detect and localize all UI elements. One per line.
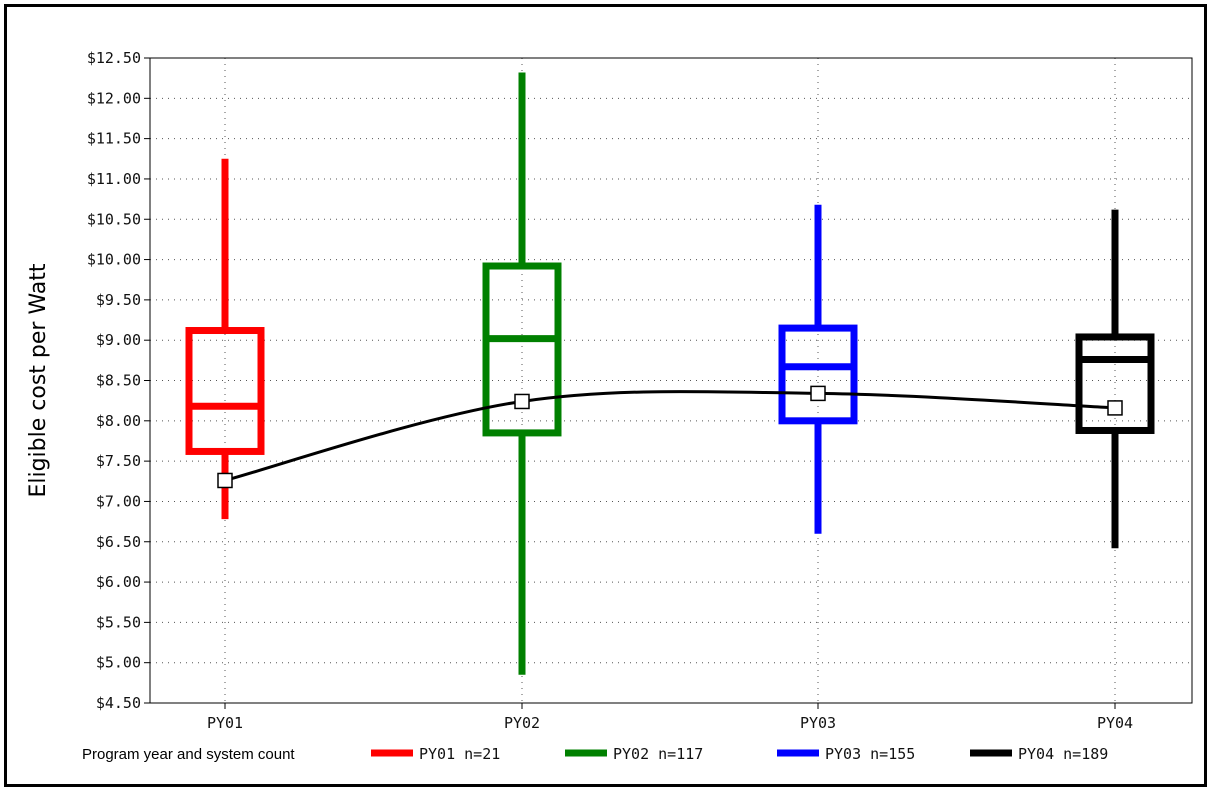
y-tick-label: $5.00 <box>96 654 141 672</box>
y-tick-label: $7.00 <box>96 492 141 510</box>
y-tick-label: $4.50 <box>96 694 141 712</box>
mean-line-group <box>217 385 1123 489</box>
grid-lines <box>150 57 1192 704</box>
box-plot-chart: $4.50 $5.00 $5.50 $6.00 $6.50 $7.00 $7.50 $8.00… <box>26 49 1193 763</box>
y-tick-label: $12.00 <box>87 89 141 107</box>
legend-label: PY04 n=189 <box>1018 745 1108 763</box>
mean-line <box>224 390 1116 482</box>
box-series <box>185 72 1155 675</box>
y-tick-label: $8.50 <box>96 372 141 390</box>
mean-marker <box>810 385 826 402</box>
box-py04 <box>1075 209 1155 549</box>
y-tick-label: $9.00 <box>96 331 141 349</box>
box-iqr <box>1075 333 1155 434</box>
x-tick-label: PY03 <box>800 714 836 732</box>
legend-title: Program year and system count <box>82 746 295 763</box>
x-axis-ticks: PY01 PY02 PY03 PY04 <box>207 703 1133 732</box>
box-iqr <box>185 327 265 455</box>
legend-label: PY03 n=155 <box>825 745 915 763</box>
box-iqr <box>482 262 562 437</box>
y-tick-label: $7.50 <box>96 452 141 470</box>
y-tick-label: $5.50 <box>96 613 141 631</box>
y-tick-label: $11.00 <box>87 170 141 188</box>
y-tick-label: $8.00 <box>96 412 141 430</box>
mean-marker <box>514 393 530 410</box>
y-tick-label: $9.50 <box>96 291 141 309</box>
chart-frame: $4.50 $5.00 $5.50 $6.00 $6.50 $7.00 $7.50 $8.00… <box>4 4 1207 787</box>
x-tick-label: PY04 <box>1097 714 1133 732</box>
x-tick-label: PY02 <box>504 714 540 732</box>
y-tick-label: $11.50 <box>87 130 141 148</box>
box-iqr <box>778 324 858 425</box>
x-tick-label: PY01 <box>207 714 243 732</box>
mean-marker <box>1107 400 1123 416</box>
legend-label: PY02 n=117 <box>613 745 703 763</box>
y-tick-label: $6.00 <box>96 573 141 591</box>
y-tick-label: $6.50 <box>96 533 141 551</box>
legend: Program year and system count PY01 n=21 P… <box>82 745 1108 763</box>
box-py02 <box>482 72 562 675</box>
y-tick-label: $10.00 <box>87 251 141 269</box>
box-py03 <box>778 204 858 534</box>
legend-label: PY01 n=21 <box>419 745 500 763</box>
y-tick-label: $10.50 <box>87 210 141 228</box>
y-axis-label: Eligible cost per Watt <box>26 263 51 497</box>
box-py01 <box>185 158 265 520</box>
y-axis-ticks: $4.50 $5.00 $5.50 $6.00 $6.50 $7.00 $7.50 $8.00… <box>87 49 150 712</box>
y-tick-label: $12.50 <box>87 49 141 67</box>
mean-marker <box>217 472 233 489</box>
